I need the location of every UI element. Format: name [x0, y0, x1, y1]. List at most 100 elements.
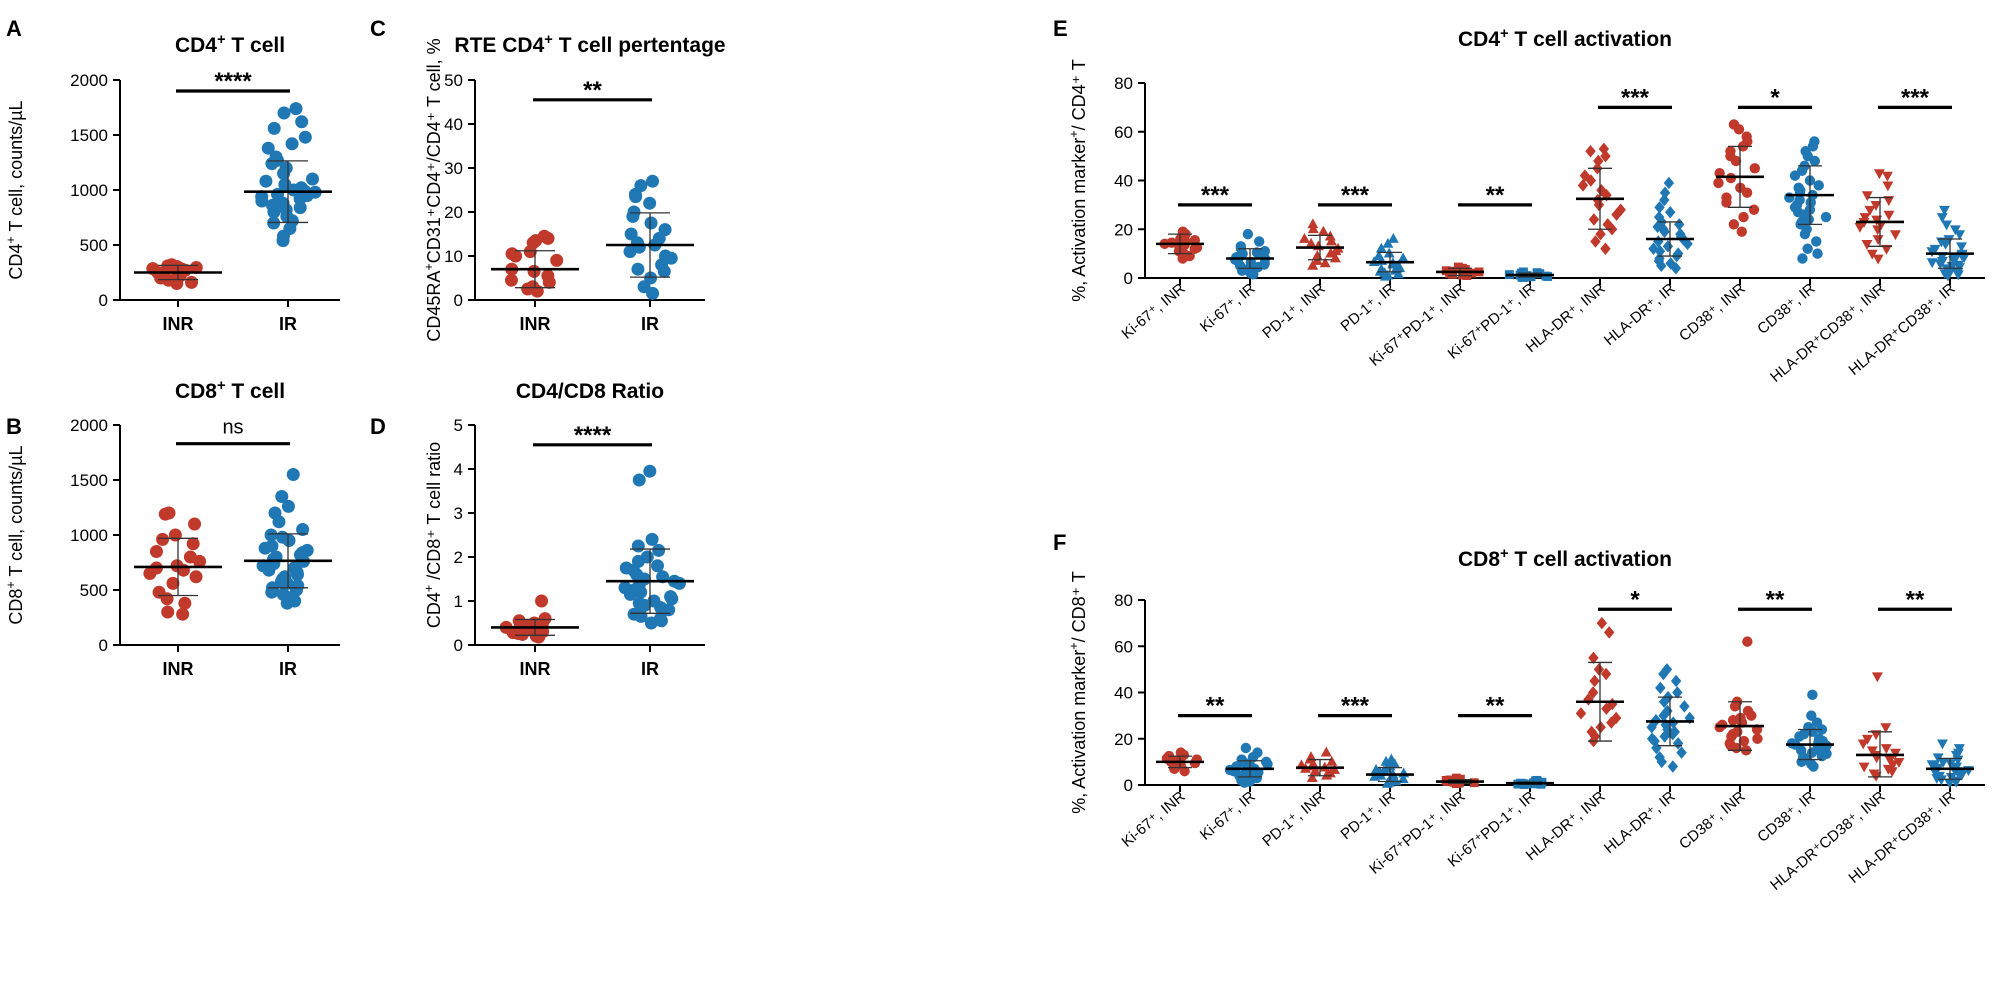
y-tick-label: 40: [444, 115, 463, 134]
data-point: [188, 517, 202, 531]
data-point: [1886, 767, 1898, 778]
y-axis-label: CD4+ /CD8⁺ T cell ratio: [422, 442, 444, 628]
data-point: [504, 273, 518, 287]
y-tick-label: 0: [99, 291, 108, 310]
data-point: [1883, 196, 1895, 206]
data-point: [657, 264, 671, 278]
data-point: [1380, 270, 1391, 281]
data-point: [1670, 674, 1682, 688]
y-tick-label: 20: [444, 203, 463, 222]
data-point: [523, 245, 537, 259]
data-point: [1665, 257, 1676, 270]
data-point: [1748, 204, 1760, 215]
data-point: [634, 585, 648, 599]
data-point: [1679, 700, 1690, 713]
data-point: [541, 231, 555, 245]
y-tick-label: 500: [80, 236, 108, 255]
data-point: [1325, 247, 1337, 258]
chart-panel-f: F CD8+ T cell activation %, Activation mar…: [1053, 530, 1985, 894]
data-point: [1654, 201, 1665, 214]
data-point: [1676, 746, 1687, 759]
significance-label: ***: [1341, 182, 1370, 209]
y-tick-label: 10: [444, 247, 463, 266]
data-point: [1326, 755, 1338, 766]
data-point: [1589, 730, 1601, 743]
data-point: [654, 614, 668, 628]
data-point: [646, 174, 660, 188]
data-point: [1658, 667, 1669, 681]
data-point: [1854, 222, 1866, 233]
x-tick-label: CD38⁺, IR: [1754, 788, 1818, 846]
chart-panel-e: E CD4+ T cell activation %, Activation mar…: [1053, 16, 1985, 386]
chart-panel-b: B CD8+ T cell CD8+ T cell, counts/µL 0 500 10…: [4, 378, 340, 679]
significance-label: ****: [574, 422, 612, 449]
data-point: [1253, 236, 1265, 247]
data-point: [168, 528, 182, 542]
significance-label: **: [1486, 182, 1505, 209]
chart-title: CD8+ T cell activation: [1458, 546, 1672, 571]
data-point: [1956, 770, 1968, 781]
panel-letter: F: [1053, 530, 1066, 555]
data-point: [646, 286, 660, 300]
data-point: [1575, 707, 1587, 720]
data-point: [1656, 259, 1667, 273]
data-point: [550, 253, 564, 267]
y-tick-label: 40: [1114, 172, 1133, 191]
y-tick-label: 0: [1124, 269, 1133, 288]
data-point: [1585, 174, 1597, 187]
data-point: [1861, 191, 1873, 202]
data-point: [289, 102, 303, 116]
data-point: [1936, 739, 1948, 750]
data-point: [1653, 235, 1664, 248]
data-point: [1382, 237, 1394, 248]
y-axis-label: CD8+ T cell, counts/µL: [4, 445, 26, 624]
data-point: [1589, 674, 1600, 688]
data-point: [1593, 198, 1605, 212]
data-point: [1937, 757, 1949, 768]
y-tick-label: 0: [454, 291, 463, 310]
data-point: [1390, 775, 1402, 786]
data-point: [1588, 213, 1600, 226]
x-tick-label: IR: [641, 659, 659, 679]
data-point: [1306, 772, 1318, 782]
data-point: [1672, 686, 1683, 699]
data-point: [265, 585, 279, 599]
significance-label: **: [1906, 586, 1925, 613]
data-point: [1397, 773, 1409, 784]
data-point: [1926, 247, 1938, 258]
data-point: [1606, 716, 1617, 729]
data-point: [1659, 193, 1670, 207]
data-point: [1656, 755, 1667, 769]
data-point: [1820, 211, 1832, 223]
x-tick-label: CD38⁺, INR: [1676, 788, 1749, 853]
significance-label: **: [583, 77, 602, 104]
data-point: [1177, 253, 1188, 264]
data-point: [280, 576, 294, 590]
y-tick-label: 5: [454, 416, 463, 435]
x-tick-label: IR: [279, 659, 297, 679]
data-point: [1665, 205, 1676, 219]
data-point: [645, 532, 659, 546]
significance-label: ***: [1341, 693, 1370, 720]
data-point: [258, 541, 272, 555]
data-point: [281, 499, 295, 513]
data-point: [1936, 213, 1948, 224]
y-tick-label: 1000: [70, 526, 108, 545]
data-point: [1807, 689, 1818, 701]
x-tick-label: INR: [520, 659, 551, 679]
data-point: [261, 141, 275, 155]
y-tick-label: 80: [1114, 74, 1133, 93]
panel-letter: D: [370, 414, 386, 439]
data-point: [1797, 253, 1808, 264]
y-tick-label: 1: [454, 592, 463, 611]
data-point: [1649, 734, 1660, 748]
data-point: [277, 106, 291, 120]
data-point: [276, 234, 290, 248]
y-axis-label: %, Activation marker+/ CD8⁺ T: [1067, 571, 1089, 814]
data-point: [1654, 751, 1665, 764]
y-tick-label: 500: [80, 581, 108, 600]
data-point: [1952, 270, 1964, 281]
data-point: [1601, 702, 1612, 715]
data-point: [542, 275, 556, 289]
chart-title: CD4+ T cell: [175, 32, 285, 57]
